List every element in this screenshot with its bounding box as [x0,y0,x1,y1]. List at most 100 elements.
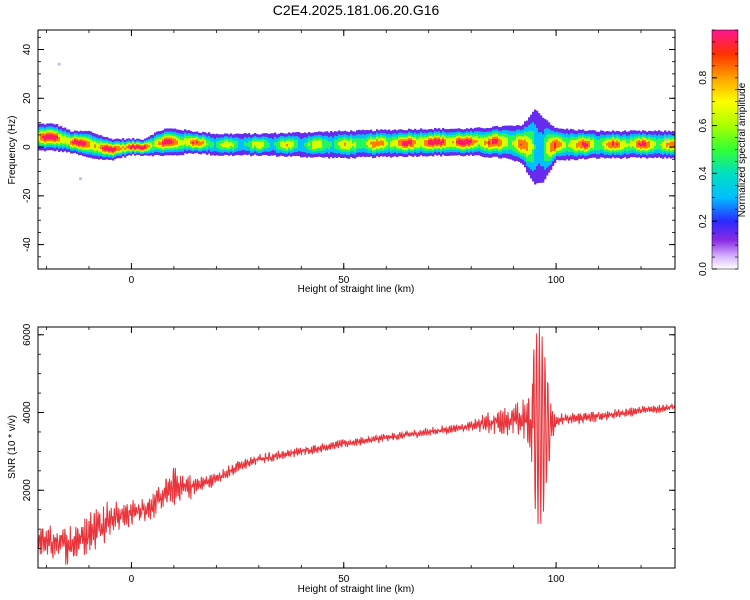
spectrogram-cell [212,141,215,148]
spectrogram-cell [372,141,375,148]
spectrogram-cell [350,139,353,148]
colorbar-tick-label: 0.2 [698,214,709,228]
spectrogram-cell [636,141,639,148]
spectrogram-cell [226,140,229,148]
colorbar-gradient [711,29,739,270]
spectrogram-cell [368,139,371,148]
spectrogram-cell [62,136,65,144]
spectrogram-cell [38,132,41,142]
spectrogram-cell [610,141,613,149]
spectrogram-cell [134,146,137,150]
x-tick-label: 50 [338,574,350,585]
spectrogram-cell [488,140,491,145]
x-tick-label: 0 [129,574,135,585]
spectrogram-cell [468,139,471,145]
spectrogram-cell [198,140,201,147]
spectrogram-cell [80,140,83,146]
spectrogram-cell [362,138,365,149]
spectrogram-cell [190,140,193,144]
spectrogram-cell [400,139,403,146]
spectrogram-cell [504,136,507,147]
spectrogram-cell [442,139,445,144]
spectrogram-cell [596,140,599,151]
spectrogram-cell [64,135,67,144]
spectrogram-cell [500,139,503,146]
spectrogram-cell [542,134,545,167]
spectrogram-cell [338,141,341,146]
spectrogram-cell [576,142,579,148]
spectrogram-cell [668,142,671,146]
spectrogram-cell [48,134,51,140]
spectrogram-cell [322,139,325,151]
spectrogram-cell [570,140,573,148]
spectrogram-cell [256,141,259,148]
spectrogram-cell [470,139,473,143]
spectrogram-cell [590,140,593,149]
spectrogram-cell [544,137,547,161]
spectrogram-cell [572,139,575,149]
spectrogram-cell [566,137,569,151]
y-tick-label: 4000 [22,401,33,424]
spectrogram-cell [166,139,169,145]
spectrogram-cell [224,141,227,148]
spectrogram-cell [382,140,385,146]
spectrogram-cell [246,142,249,146]
spectrogram-cell [448,137,451,148]
spectrogram-cell [56,135,59,139]
spectrogram-cell [622,140,625,150]
spectrogram-cell [394,139,397,147]
spectrogram-cell [588,141,591,148]
spectrogram-cell [546,142,549,154]
spectrogram-cell [490,138,493,147]
spectrogram-cell [264,139,267,149]
spectrogram-cell [456,140,459,144]
spectrogram-cell [156,139,159,148]
spectrogram-cell [186,138,189,146]
spectrogram-cell [180,139,183,146]
spectrogram-cell [258,141,261,150]
spectrogram-cell [152,144,155,147]
y-tick-label: -40 [22,237,33,252]
spectrogram-cell [616,143,619,146]
spectrogram-cell [280,141,283,147]
spectrogram-cell [230,142,233,146]
spectrogram-cell [84,141,87,146]
spectrogram-cell [294,140,297,149]
snr-frame [37,326,676,569]
spectrogram-cell [208,139,211,147]
spectrogram-frame [37,29,676,270]
spectrogram-cell [82,141,85,147]
spectrogram-cell [358,138,361,149]
spectrogram-cell [458,139,461,145]
spectrogram-cell [222,142,225,148]
spectrogram-cell [344,142,347,146]
spectrogram-cell [278,140,281,150]
spectrogram-cell [502,136,505,148]
colorbar-tick-label: 0.8 [698,70,709,84]
spectrogram-cell [40,133,43,141]
spectrogram-cell [316,140,319,149]
spectrogram-cell [42,135,45,139]
spectrogram-cell [268,142,271,148]
spectrogram-cell [416,139,419,148]
spectrogram-cell [374,141,377,148]
y-tick-label: 20 [22,92,33,104]
spectrogram-cell [128,146,131,148]
spectrogram-cell [452,141,455,144]
spectrogram-cell [244,141,247,146]
spectrogram-cell [438,139,441,145]
spectrogram-cell [520,144,523,146]
spectrogram-cell [174,138,177,145]
colorbar-ticks: 0.0 0.2 0.4 0.6 0.8 [698,29,738,276]
spectrogram-cell [46,134,49,140]
spectrogram-cell [100,144,103,150]
spectrogram-cell [582,141,585,146]
spectrogram-cell [646,142,649,149]
spectrogram-cell [598,139,601,151]
spectrogram-cell [462,140,465,146]
spectrogram-cell [54,135,57,141]
y-tick-label: 2000 [22,479,33,502]
spectrogram-cell [72,141,75,144]
spectrogram-cell [140,146,143,150]
spectrogram-cell [558,141,561,148]
